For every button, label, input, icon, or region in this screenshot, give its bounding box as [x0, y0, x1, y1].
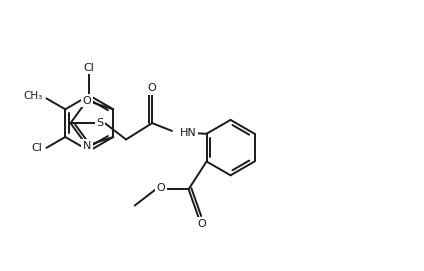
- Text: S: S: [96, 118, 103, 128]
- Text: Cl: Cl: [84, 63, 95, 73]
- Text: CH₃: CH₃: [23, 91, 42, 101]
- Text: O: O: [83, 96, 91, 106]
- Text: Cl: Cl: [31, 143, 42, 153]
- Text: HN: HN: [180, 128, 197, 138]
- Text: O: O: [148, 83, 156, 93]
- Text: N: N: [83, 141, 91, 151]
- Text: O: O: [197, 219, 206, 229]
- Text: O: O: [156, 183, 165, 193]
